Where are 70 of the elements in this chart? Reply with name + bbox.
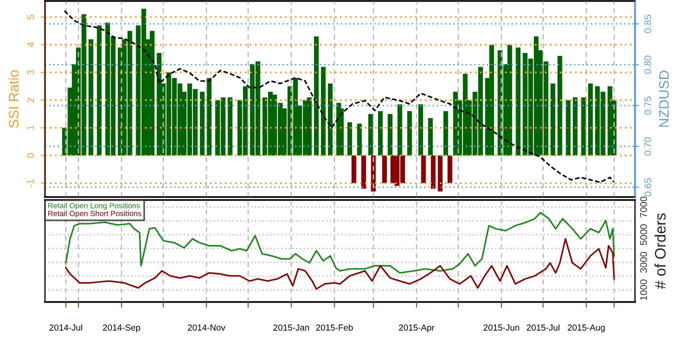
bar [96,25,102,156]
bar [357,124,362,156]
bar [328,83,333,156]
bar [314,36,319,156]
line-series [65,212,615,274]
x-tick-label: 2015-Jul [526,324,560,331]
bar [438,155,443,192]
bar [430,155,436,189]
x-tick-label: 2014-Jul [50,324,82,331]
bar [428,118,433,156]
bar [200,92,205,156]
bar [307,97,312,156]
y-tick-label: 3 [27,70,34,75]
y2-tick-label: 0.85 [644,14,652,33]
bar [206,78,212,156]
bar [397,104,402,156]
bar [320,66,326,156]
bar [228,97,232,156]
x-tick-label: 2015-Aug [568,324,605,332]
y2-tick-label: 0.80 [644,56,652,74]
bar [352,155,356,184]
bar [572,97,578,156]
bar [418,104,424,156]
x-tick-label: 2014-Nov [188,324,226,331]
bar [421,155,426,184]
bar [507,44,512,156]
bar [588,83,593,156]
bar [347,122,352,156]
y2-tick-label: 3000 [640,252,647,273]
y2-tick-label: 0.70 [644,137,652,156]
bar [516,48,520,156]
bar [566,100,571,156]
x-tick-label: 2015-Jun [484,324,520,331]
bar [388,114,392,156]
bar [407,111,412,156]
y-tick-label: 0 [27,153,34,158]
bar [368,114,373,156]
bar [443,111,448,156]
y-tick-label: -1 [27,179,34,188]
bar [581,97,586,156]
line-series [64,10,615,184]
y2-tick-label: 0.65 [644,178,652,196]
line-series [65,238,615,290]
y2-tick-label: 0.75 [644,96,652,115]
x-tick-label: 2015-Apr [398,324,434,332]
y-axis-title: SSI Ratio [8,70,19,128]
y2-tick-label: 1000 [640,280,647,300]
y-tick-label: 4 [27,42,34,48]
bar [361,155,366,189]
bar [608,86,612,156]
y-tick-label: 1 [27,126,34,130]
bar [557,56,562,156]
bar [489,44,494,156]
bar [448,155,452,184]
bar [453,92,458,156]
y-tick-label: 5 [27,14,34,20]
bar [156,53,162,156]
bar [378,111,383,156]
y2-axis-title: NZDUSD [659,70,669,127]
bar [150,30,155,156]
bar [88,39,94,156]
y2-axis-title: # of Orders [654,213,666,290]
x-tick-label: 2015-Feb [316,324,353,331]
x-tick-label: 2014-Sep [103,324,140,332]
bar [382,155,387,184]
y-tick-label: 2 [27,98,34,102]
x-tick-label: 2015-Jan [273,324,309,331]
y2-tick-label: 7000 [640,196,647,218]
y2-tick-label: 5000 [640,224,647,246]
bar [550,83,556,156]
